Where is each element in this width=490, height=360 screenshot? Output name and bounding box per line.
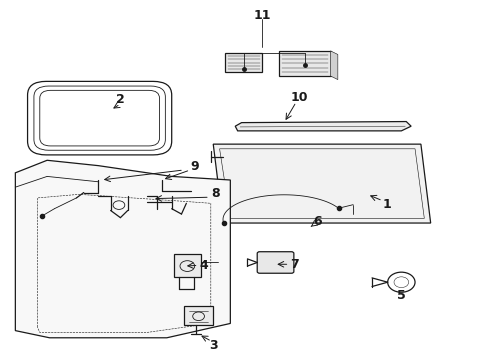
Polygon shape xyxy=(235,122,411,131)
Polygon shape xyxy=(279,51,331,76)
Text: 1: 1 xyxy=(382,198,391,211)
Text: 10: 10 xyxy=(291,91,309,104)
Polygon shape xyxy=(15,160,230,338)
Polygon shape xyxy=(225,53,262,72)
Text: 2: 2 xyxy=(116,93,125,106)
Polygon shape xyxy=(174,253,201,277)
Text: 4: 4 xyxy=(199,259,208,272)
Text: 7: 7 xyxy=(291,258,299,271)
Text: 8: 8 xyxy=(211,187,220,200)
Text: 9: 9 xyxy=(191,160,199,173)
Text: 3: 3 xyxy=(209,339,218,352)
Text: 6: 6 xyxy=(313,215,321,228)
FancyBboxPatch shape xyxy=(257,252,294,273)
Polygon shape xyxy=(213,144,431,223)
Polygon shape xyxy=(184,306,213,325)
Polygon shape xyxy=(331,51,338,80)
Text: 5: 5 xyxy=(397,289,406,302)
Text: 11: 11 xyxy=(253,9,271,22)
